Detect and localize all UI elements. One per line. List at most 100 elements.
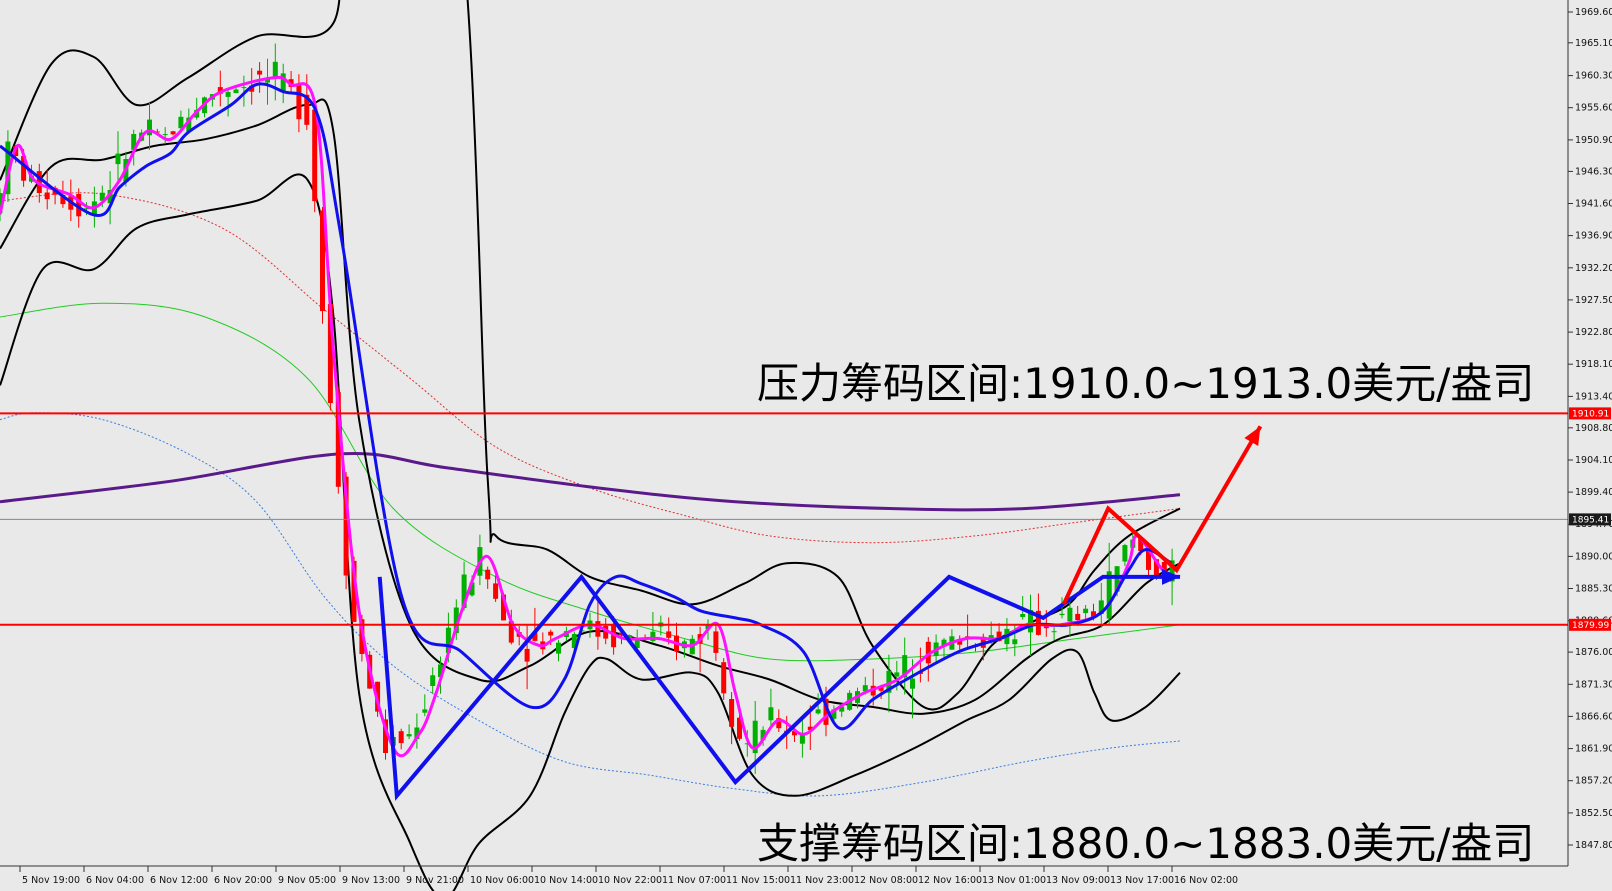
candle-body (461, 574, 467, 609)
y-tick-label: 1946.30 (1575, 166, 1612, 177)
candle-body (445, 627, 451, 653)
purple-ma-line (0, 451, 1181, 512)
y-tick-label: 1857.20 (1575, 776, 1612, 787)
price-tag (1569, 513, 1611, 526)
x-tick-label: 13 Nov 09:00 (1046, 875, 1110, 886)
y-tick-label: 1861.90 (1575, 744, 1612, 755)
y-tick-label: 1890.00 (1575, 551, 1612, 562)
blue-ma-line (0, 82, 1173, 731)
y-axis: 1969.60 1965.10 1960.30 1955.60 1950.90 1946.… (1567, 0, 1612, 866)
candle-body (666, 631, 672, 638)
y-tick-label: 1908.80 (1575, 423, 1612, 434)
candle-body (241, 87, 247, 89)
candle-body (430, 675, 436, 686)
candle-body (60, 194, 66, 205)
x-tick-label: 11 Nov 15:00 (726, 875, 790, 886)
x-tick-label: 9 Nov 05:00 (278, 875, 336, 886)
candle-body (493, 583, 499, 599)
price-tags: 1910.91 1895.41 1879.99 (1569, 407, 1611, 631)
x-axis: 5 Nov 19:00 6 Nov 04:00 6 Nov 12:00 6 Nov 2… (0, 865, 1568, 886)
candle-body (1161, 562, 1167, 575)
candle-body (272, 61, 278, 77)
candle-body (925, 641, 931, 664)
candle-body (799, 734, 805, 744)
x-tick-label: 11 Nov 07:00 (662, 875, 726, 886)
candle-body (713, 631, 719, 653)
y-tick-label: 1876.00 (1575, 647, 1612, 658)
candle-body (878, 686, 884, 691)
candle-body (233, 89, 239, 94)
candle-body (1067, 607, 1073, 622)
y-tick-label: 1866.60 (1575, 711, 1612, 722)
price-tag (1569, 618, 1611, 631)
blue-zigzag-arrow (377, 573, 1180, 801)
green-ma-line (0, 302, 1181, 662)
candle-body (335, 392, 341, 487)
candle-body (1028, 610, 1033, 633)
y-tick-label: 1932.20 (1575, 263, 1612, 274)
candle-body (1169, 560, 1175, 582)
candle-body (115, 153, 121, 165)
candle-body (343, 476, 349, 576)
candle-body (760, 729, 766, 741)
candle-body (154, 131, 160, 133)
candle-body (147, 119, 152, 136)
candle-body (721, 662, 727, 694)
x-tick-label: 9 Nov 13:00 (342, 875, 400, 886)
candle-body (626, 635, 632, 640)
candle-body (304, 94, 310, 125)
candle-body (438, 664, 443, 678)
blue-dotted-ma-line (0, 412, 1181, 797)
candle-body (548, 631, 554, 636)
candle-body (1020, 614, 1026, 617)
candle-body (862, 685, 868, 692)
y-tick-label: 1899.40 (1575, 487, 1612, 498)
candle-body (1106, 571, 1112, 619)
candle-body (485, 569, 491, 580)
horizontal-levels (0, 412, 1568, 626)
x-tick-label: 9 Nov 21:00 (406, 875, 464, 886)
candle-body (1122, 545, 1128, 562)
candle-body (76, 194, 82, 217)
x-tick-label: 13 Nov 17:00 (1110, 875, 1174, 886)
candle-body (603, 626, 609, 639)
candle-body (383, 719, 388, 753)
candle-body (902, 655, 908, 678)
candle-body (524, 648, 530, 662)
x-tick-label: 10 Nov 14:00 (534, 875, 598, 886)
candle-body (1146, 549, 1151, 570)
candle-body (1138, 537, 1144, 551)
candle-body (257, 70, 263, 75)
candle-body (296, 84, 302, 120)
candle-body (280, 73, 286, 92)
x-tick-label: 6 Nov 12:00 (150, 875, 208, 886)
candle-body (265, 78, 270, 83)
candle-body (768, 707, 774, 721)
y-tick-label: 1965.10 (1575, 38, 1612, 49)
trend-arrows (377, 425, 1263, 801)
y-tick-label: 1885.30 (1575, 584, 1612, 595)
y-tick-label: 1950.90 (1575, 135, 1612, 146)
y-tick-label: 1960.30 (1575, 71, 1612, 82)
bollinger-lower-line (0, 173, 1181, 891)
candle-body (1051, 631, 1057, 633)
red-zigzag-arrow (1061, 425, 1263, 606)
candle-body (131, 134, 137, 150)
bollinger-upper-line (0, 0, 1181, 711)
candle-body (737, 717, 742, 739)
candle-body (414, 727, 420, 740)
candle-body (453, 607, 459, 634)
candle-body (21, 156, 27, 181)
magenta-ma-line (0, 75, 1181, 758)
candle-body (729, 699, 735, 727)
candle-body (1083, 608, 1089, 614)
candle-body (619, 632, 624, 636)
y-tick-label: 1941.60 (1575, 199, 1612, 210)
candle-body (831, 709, 837, 719)
candle-body (910, 678, 915, 689)
candle-body (1091, 611, 1096, 618)
price-tag-label: 1910.91 (1572, 409, 1609, 419)
candle-body (1098, 600, 1104, 614)
candle-body (422, 709, 428, 713)
